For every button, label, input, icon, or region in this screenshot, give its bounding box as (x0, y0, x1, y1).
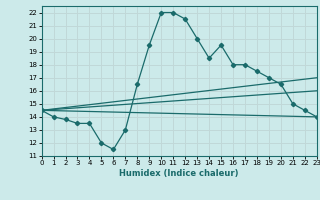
X-axis label: Humidex (Indice chaleur): Humidex (Indice chaleur) (119, 169, 239, 178)
